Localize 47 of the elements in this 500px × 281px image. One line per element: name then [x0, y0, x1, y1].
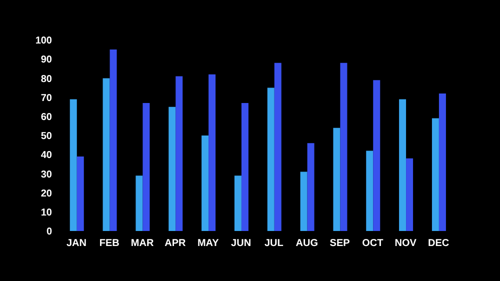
x-tick-label: OCT [362, 238, 384, 250]
bar [241, 103, 248, 231]
y-tick-label: 90 [40, 54, 52, 66]
bar [168, 106, 176, 231]
y-tick-label: 50 [40, 131, 52, 142]
y-tick-label: 0 [46, 226, 52, 238]
y-tick-label: 80 [40, 74, 52, 85]
bar [300, 172, 308, 231]
bar [373, 80, 380, 231]
bar [438, 93, 446, 231]
x-tick-label: JUN [231, 238, 252, 250]
x-tick-label: MAR [130, 238, 154, 250]
bar [142, 103, 150, 231]
bar [76, 156, 84, 231]
y-tick-label: 40 [40, 150, 52, 162]
y-tick-label: 70 [40, 92, 52, 104]
bar [102, 78, 110, 231]
bar [208, 74, 216, 231]
bar [176, 76, 183, 231]
bar [234, 176, 242, 231]
bar [136, 176, 143, 231]
bar [267, 88, 274, 231]
bar [366, 150, 374, 231]
y-tick-label: 60 [40, 112, 52, 123]
x-tick-label: NOV [394, 238, 417, 250]
bar [333, 128, 340, 231]
bar [406, 158, 414, 231]
bar [70, 99, 77, 231]
y-tick-label: 30 [40, 169, 52, 180]
y-tick-label: 20 [40, 188, 52, 200]
x-tick-label: APR [164, 238, 187, 250]
x-tick-label: DEC [428, 238, 450, 250]
x-tick-label: FEB [99, 238, 120, 250]
y-tick-label: 100 [35, 36, 52, 47]
x-tick-label: JUL [264, 238, 284, 250]
x-tick-label: AUG [296, 238, 318, 250]
y-tick-label: 10 [40, 207, 52, 218]
bar [399, 99, 406, 231]
bar [340, 62, 348, 231]
bar [274, 62, 282, 231]
x-tick-label: JAN [66, 238, 86, 250]
x-tick-label: MAY [197, 238, 220, 250]
bar [202, 136, 209, 231]
x-tick-label: SEP [330, 238, 350, 250]
bar [110, 50, 117, 231]
bar [307, 143, 314, 231]
bar [432, 118, 439, 231]
